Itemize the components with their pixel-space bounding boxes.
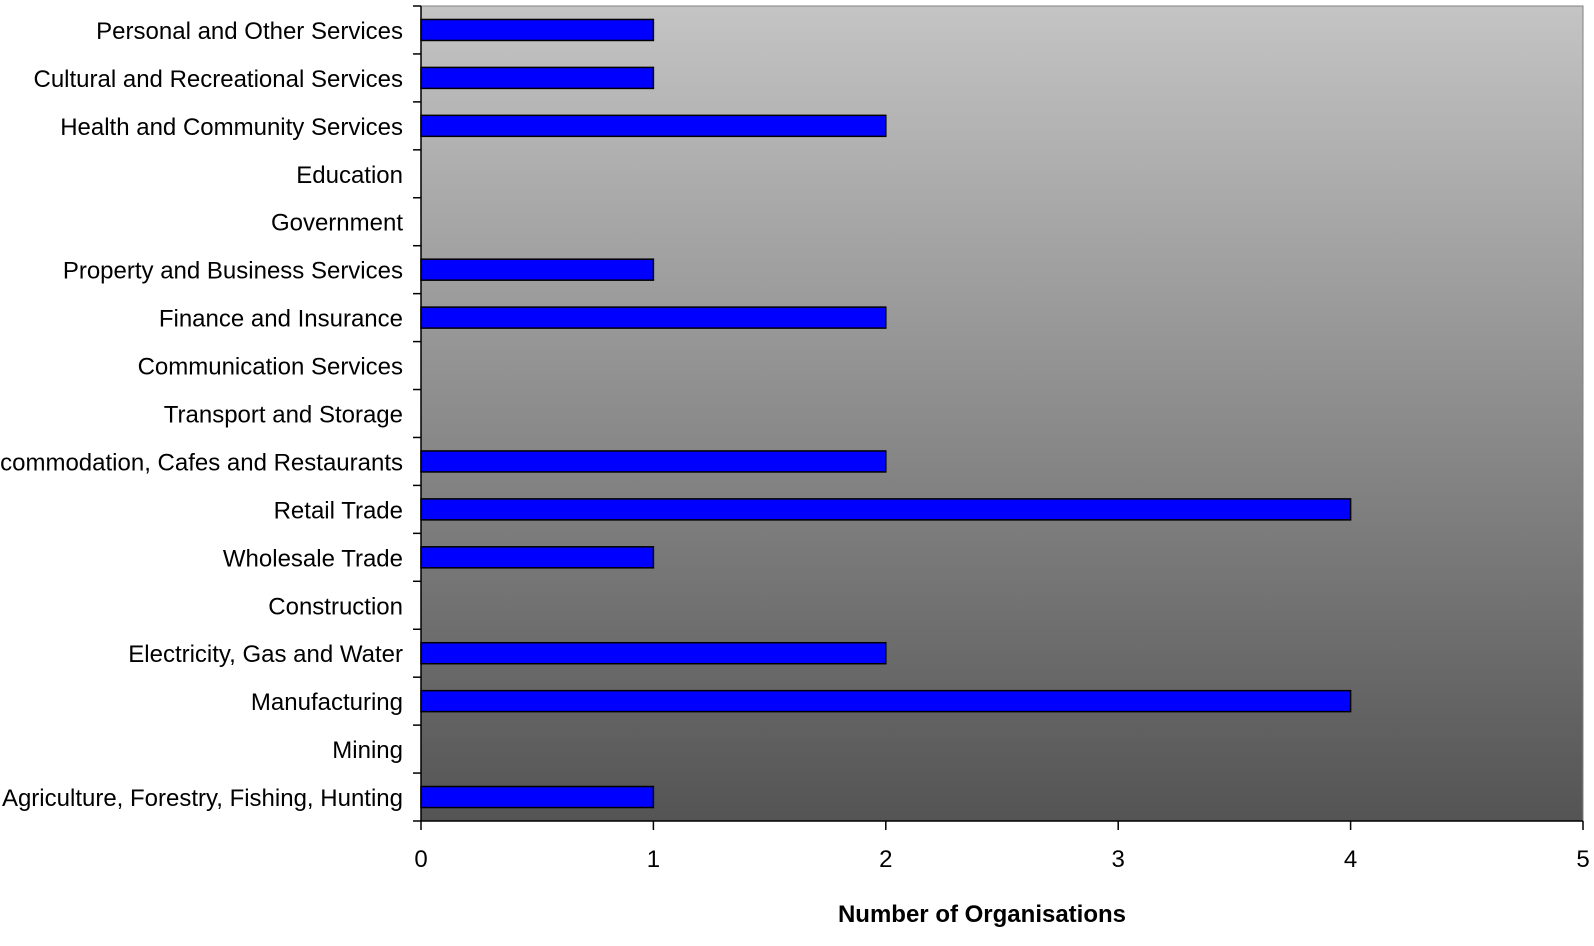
bar bbox=[420, 258, 655, 281]
x-tick-label: 3 bbox=[1112, 846, 1125, 873]
category-label: Cultural and Recreational Services bbox=[33, 66, 403, 93]
category-label: Construction bbox=[268, 593, 403, 620]
bar bbox=[420, 114, 887, 138]
bar bbox=[420, 306, 887, 329]
bar bbox=[420, 66, 655, 90]
x-axis-title: Number of Organisations bbox=[838, 901, 1126, 928]
category-label: Health and Community Services bbox=[60, 114, 403, 141]
x-tick-label: 5 bbox=[1576, 846, 1589, 873]
plot-area bbox=[420, 5, 1584, 822]
bar bbox=[420, 689, 1352, 713]
category-label: Communication Services bbox=[138, 354, 403, 381]
x-tick-label: 0 bbox=[414, 846, 427, 873]
category-label: Electricity, Gas and Water bbox=[128, 641, 403, 668]
x-tick-label: 4 bbox=[1344, 846, 1357, 873]
category-label: Property and Business Services bbox=[63, 258, 403, 285]
category-label: Manufacturing bbox=[251, 689, 403, 716]
bar bbox=[420, 546, 655, 569]
category-label: Education bbox=[296, 162, 403, 189]
category-labels: Personal and Other Services Cultural and … bbox=[0, 18, 403, 812]
category-label: Mining bbox=[332, 737, 403, 764]
category-label: Agriculture, Forestry, Fishing, Hunting bbox=[2, 785, 403, 812]
category-label: Government bbox=[271, 210, 403, 237]
category-label: Personal and Other Services bbox=[96, 18, 403, 45]
bars bbox=[420, 18, 1352, 809]
x-tick-label: 1 bbox=[647, 846, 660, 873]
bar bbox=[420, 18, 655, 42]
bar bbox=[420, 498, 1352, 521]
category-label: Accommodation, Cafes and Restaurants bbox=[0, 449, 403, 476]
bar bbox=[420, 641, 887, 665]
category-label: Finance and Insurance bbox=[159, 306, 403, 333]
category-label: Retail Trade bbox=[274, 497, 403, 524]
category-label: Wholesale Trade bbox=[223, 545, 403, 572]
bar bbox=[420, 450, 887, 473]
x-tick-label: 2 bbox=[879, 846, 892, 873]
axes bbox=[413, 5, 1584, 830]
x-tick-labels: 0 1 2 3 4 5 bbox=[414, 846, 1589, 873]
bar bbox=[420, 785, 655, 809]
category-label: Transport and Storage bbox=[164, 402, 403, 429]
